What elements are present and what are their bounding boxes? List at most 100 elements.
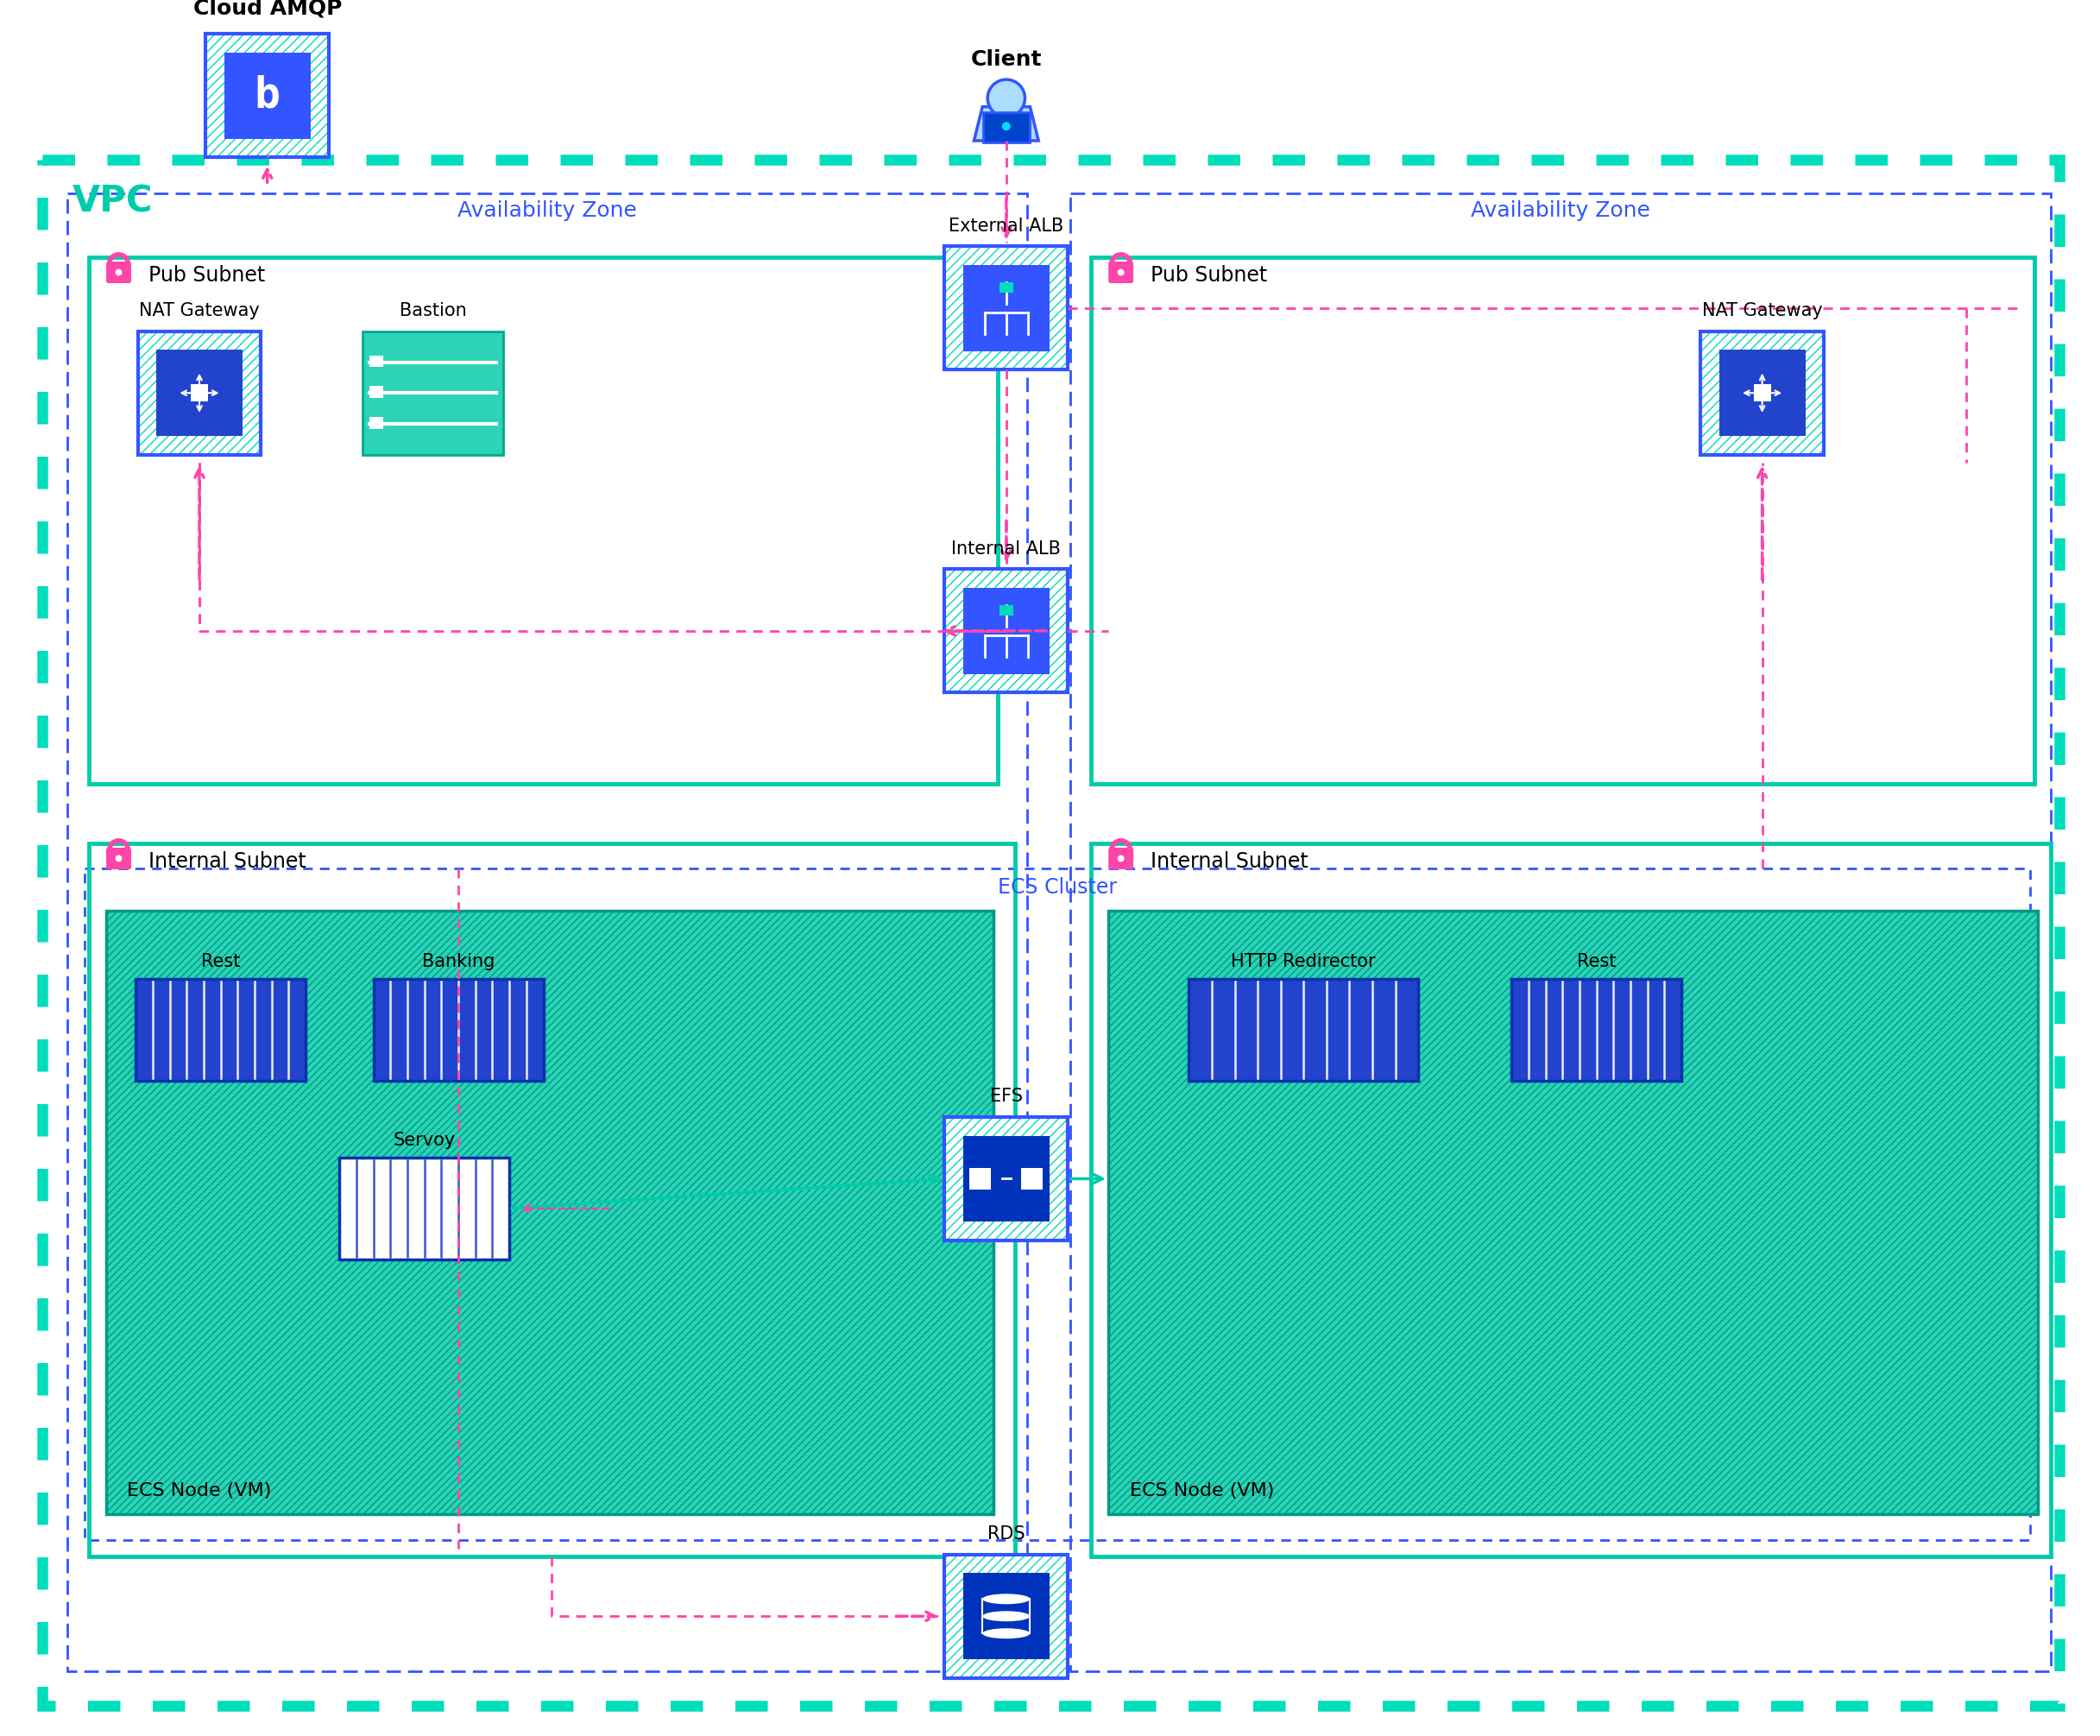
Bar <box>363 332 504 455</box>
FancyBboxPatch shape <box>1109 849 1132 868</box>
Bar <box>970 1168 991 1189</box>
Bar <box>945 569 1067 693</box>
Text: Pub Subnet: Pub Subnet <box>149 266 265 286</box>
Bar <box>206 35 330 158</box>
Bar <box>139 332 260 455</box>
Circle shape <box>1117 269 1124 276</box>
Bar <box>1701 332 1823 455</box>
Bar <box>370 356 384 368</box>
Circle shape <box>1117 856 1124 861</box>
Bar <box>945 247 1067 370</box>
Circle shape <box>1002 122 1010 130</box>
Text: Internal Subnet: Internal Subnet <box>1151 852 1308 871</box>
Bar <box>1512 979 1682 1082</box>
Text: NAT Gateway: NAT Gateway <box>139 302 260 319</box>
Bar <box>191 392 200 401</box>
Bar <box>1109 911 2039 1514</box>
Ellipse shape <box>983 1611 1029 1621</box>
Bar <box>1109 911 2039 1514</box>
Text: Internal ALB: Internal ALB <box>951 540 1061 557</box>
Bar <box>1753 384 1764 394</box>
Bar <box>1720 351 1806 436</box>
Bar <box>139 332 260 455</box>
Bar <box>1701 332 1823 455</box>
Text: Availability Zone: Availability Zone <box>1470 200 1651 220</box>
Bar <box>88 257 998 783</box>
Bar <box>105 911 993 1514</box>
Bar <box>191 384 200 394</box>
Bar <box>88 844 1014 1557</box>
Circle shape <box>116 269 122 276</box>
Bar <box>1021 1168 1044 1189</box>
Bar <box>945 247 1067 370</box>
Bar <box>964 1135 1050 1222</box>
Bar <box>945 1118 1067 1240</box>
Bar <box>983 113 1029 142</box>
Bar <box>200 392 208 401</box>
FancyBboxPatch shape <box>107 262 130 283</box>
Bar <box>136 979 304 1082</box>
Bar <box>945 1118 1067 1240</box>
Text: Internal Subnet: Internal Subnet <box>149 852 307 871</box>
Text: VPC: VPC <box>71 184 153 220</box>
Bar <box>155 351 242 436</box>
Bar <box>1109 911 2039 1514</box>
Text: Banking: Banking <box>422 953 496 970</box>
Ellipse shape <box>983 1594 1029 1604</box>
Bar <box>1092 844 2052 1557</box>
Text: External ALB: External ALB <box>949 217 1065 234</box>
Bar <box>945 1555 1067 1677</box>
FancyBboxPatch shape <box>1109 262 1132 283</box>
Bar <box>67 193 1027 1672</box>
Bar <box>374 979 544 1082</box>
Bar <box>206 35 330 158</box>
Bar <box>945 1118 1067 1240</box>
FancyBboxPatch shape <box>107 849 130 868</box>
Bar <box>370 385 384 398</box>
Text: NAT Gateway: NAT Gateway <box>1701 302 1823 319</box>
Bar <box>945 569 1067 693</box>
Bar <box>1071 193 2052 1672</box>
Text: Servoy: Servoy <box>393 1132 456 1149</box>
Text: EFS: EFS <box>989 1088 1023 1106</box>
Text: ECS Cluster: ECS Cluster <box>998 877 1117 898</box>
Bar <box>1092 257 2035 783</box>
Bar <box>1000 604 1012 615</box>
Bar <box>964 266 1050 351</box>
Bar <box>964 1573 1050 1660</box>
Text: Client: Client <box>970 49 1042 69</box>
Bar <box>340 1158 510 1259</box>
Bar <box>1762 384 1770 394</box>
Text: Cloud AMQP: Cloud AMQP <box>193 0 342 19</box>
Bar <box>206 35 330 158</box>
Bar <box>1753 392 1764 401</box>
Bar <box>1701 332 1823 455</box>
Text: Rest: Rest <box>202 953 239 970</box>
Bar <box>945 1555 1067 1677</box>
Text: Availability Zone: Availability Zone <box>458 200 636 220</box>
Bar <box>370 417 384 429</box>
Text: Bastion: Bastion <box>399 302 466 319</box>
Bar <box>945 247 1067 370</box>
Bar <box>1000 283 1012 292</box>
Text: HTTP Redirector: HTTP Redirector <box>1231 953 1376 970</box>
Text: ECS Node (VM): ECS Node (VM) <box>128 1483 271 1500</box>
Circle shape <box>116 856 122 861</box>
Bar <box>945 569 1067 693</box>
Bar <box>225 52 311 139</box>
Text: ECS Node (VM): ECS Node (VM) <box>1130 1483 1275 1500</box>
Polygon shape <box>974 106 1040 141</box>
Bar <box>1189 979 1418 1082</box>
Text: Pub Subnet: Pub Subnet <box>1151 266 1268 286</box>
Text: Rest: Rest <box>1577 953 1617 970</box>
Bar <box>139 332 260 455</box>
Text: RDS: RDS <box>987 1526 1025 1543</box>
Bar <box>200 384 208 394</box>
Ellipse shape <box>983 1628 1029 1639</box>
Text: b: b <box>254 75 279 116</box>
Circle shape <box>987 80 1025 116</box>
Bar <box>105 911 993 1514</box>
Bar <box>84 868 2031 1540</box>
Bar <box>105 911 993 1514</box>
Bar <box>945 1555 1067 1677</box>
